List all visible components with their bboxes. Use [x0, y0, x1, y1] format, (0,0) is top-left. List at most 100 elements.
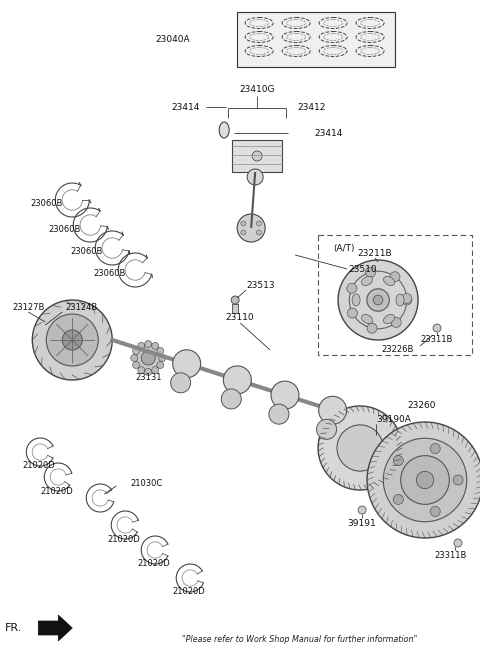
Circle shape	[337, 425, 383, 471]
Circle shape	[454, 539, 462, 547]
Circle shape	[221, 389, 241, 409]
Text: 23060B: 23060B	[70, 248, 103, 256]
Circle shape	[402, 295, 412, 305]
Circle shape	[393, 455, 403, 466]
Circle shape	[157, 361, 164, 369]
Text: 39191: 39191	[348, 520, 376, 528]
Text: 21030C: 21030C	[130, 480, 163, 489]
Ellipse shape	[396, 294, 404, 306]
Text: 21020D: 21020D	[172, 587, 205, 597]
Circle shape	[393, 495, 403, 505]
Circle shape	[269, 404, 289, 424]
Circle shape	[173, 350, 201, 378]
Bar	[237, 12, 395, 67]
Text: 23414: 23414	[172, 102, 200, 112]
Circle shape	[358, 506, 366, 514]
Circle shape	[256, 230, 262, 235]
Circle shape	[430, 507, 440, 516]
Circle shape	[318, 406, 402, 490]
Text: 23226B: 23226B	[382, 346, 414, 355]
Text: 23510: 23510	[348, 265, 377, 273]
Circle shape	[145, 340, 152, 348]
Circle shape	[241, 230, 246, 235]
Text: 21020D: 21020D	[40, 486, 73, 495]
Text: FR.: FR.	[5, 623, 22, 633]
Circle shape	[152, 342, 159, 350]
Text: 23060B: 23060B	[48, 225, 81, 233]
Circle shape	[391, 317, 401, 327]
Circle shape	[141, 351, 155, 365]
Bar	[318, 235, 472, 355]
Circle shape	[430, 443, 440, 453]
Text: 23131: 23131	[135, 373, 161, 382]
Circle shape	[132, 361, 140, 369]
Text: 23110: 23110	[226, 313, 254, 323]
Circle shape	[316, 419, 336, 440]
Circle shape	[223, 366, 252, 394]
Ellipse shape	[352, 294, 360, 306]
Circle shape	[231, 296, 239, 304]
Circle shape	[237, 214, 265, 242]
Bar	[232, 140, 282, 172]
Text: 23127B: 23127B	[12, 304, 45, 313]
Text: 21020D: 21020D	[22, 461, 55, 470]
Circle shape	[131, 355, 138, 361]
Circle shape	[247, 169, 263, 185]
Text: 23410G: 23410G	[240, 85, 275, 93]
Ellipse shape	[384, 277, 395, 286]
Polygon shape	[38, 615, 72, 641]
Circle shape	[433, 324, 441, 332]
Text: 39190A: 39190A	[376, 415, 411, 424]
Circle shape	[416, 471, 434, 489]
Text: 23211B: 23211B	[358, 250, 392, 258]
Ellipse shape	[219, 122, 229, 138]
Text: 23513: 23513	[246, 281, 275, 290]
Circle shape	[241, 221, 246, 226]
Circle shape	[145, 369, 152, 376]
Text: 21020D: 21020D	[107, 535, 140, 543]
Circle shape	[271, 381, 299, 409]
Circle shape	[132, 348, 140, 355]
Circle shape	[170, 373, 191, 393]
Circle shape	[390, 272, 400, 282]
Text: 23412: 23412	[297, 102, 325, 112]
Circle shape	[319, 396, 347, 424]
Text: 23260: 23260	[408, 401, 436, 411]
Circle shape	[366, 267, 376, 277]
Text: 23311B: 23311B	[421, 336, 453, 344]
Circle shape	[401, 456, 449, 505]
Circle shape	[348, 308, 358, 318]
Ellipse shape	[361, 277, 372, 286]
Circle shape	[402, 294, 412, 304]
Circle shape	[159, 355, 166, 361]
Text: 21020D: 21020D	[137, 560, 170, 568]
Circle shape	[134, 344, 162, 372]
Text: "Please refer to Work Shop Manual for further information": "Please refer to Work Shop Manual for fu…	[182, 635, 418, 645]
Text: 23124B: 23124B	[65, 304, 97, 313]
Circle shape	[138, 342, 145, 350]
Text: (A/T): (A/T)	[333, 244, 355, 252]
Bar	[232, 304, 238, 313]
Ellipse shape	[361, 315, 372, 324]
Circle shape	[138, 367, 145, 374]
Text: 23060B: 23060B	[30, 200, 63, 208]
Text: 23414: 23414	[314, 129, 343, 137]
Text: 23040A: 23040A	[156, 35, 190, 43]
Circle shape	[256, 221, 262, 226]
Text: 23311B: 23311B	[435, 551, 467, 560]
Circle shape	[367, 422, 480, 538]
Circle shape	[157, 348, 164, 355]
Circle shape	[367, 323, 377, 333]
Circle shape	[347, 283, 357, 293]
Circle shape	[367, 289, 389, 311]
Circle shape	[338, 260, 418, 340]
Circle shape	[46, 314, 98, 366]
Ellipse shape	[384, 315, 395, 324]
Circle shape	[32, 300, 112, 380]
Circle shape	[152, 367, 159, 374]
Circle shape	[252, 151, 262, 161]
Circle shape	[373, 295, 383, 305]
Circle shape	[453, 475, 463, 485]
Circle shape	[384, 438, 467, 522]
Text: 23060B: 23060B	[93, 269, 126, 279]
